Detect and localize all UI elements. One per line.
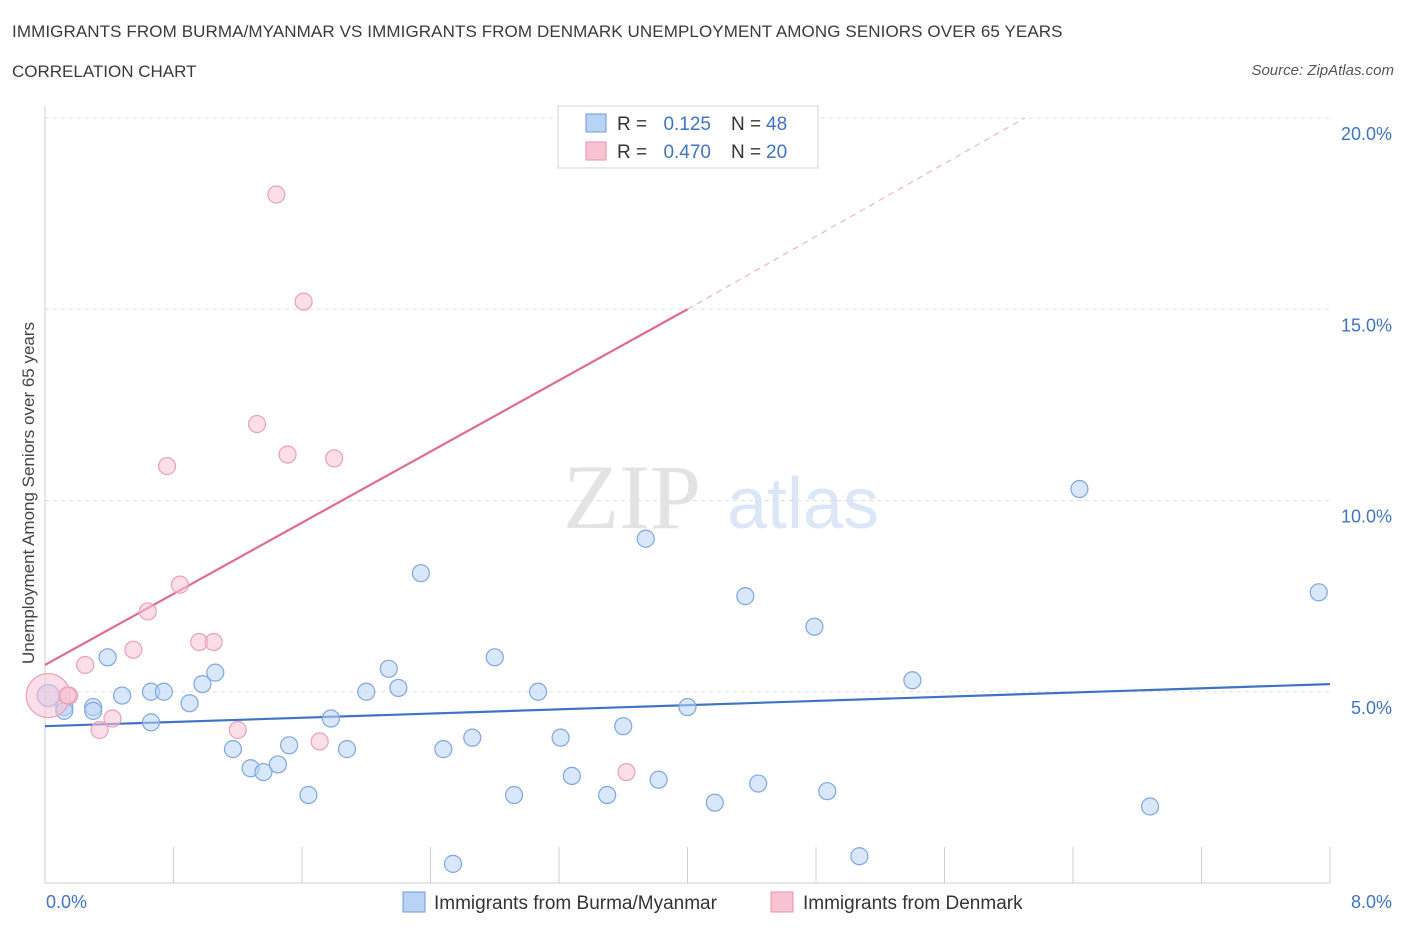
burma-point	[1309, 583, 1328, 602]
denmark-point	[124, 640, 143, 659]
burma-point	[649, 770, 668, 789]
burma-point	[206, 663, 225, 682]
burma-point	[299, 785, 318, 805]
burma-point	[485, 648, 504, 667]
burma-point	[389, 678, 408, 698]
burma-point	[903, 671, 922, 690]
series-legend: Immigrants from Burma/Myanmar Immigrants…	[402, 891, 1023, 914]
burma-point	[443, 854, 463, 873]
denmark-point	[247, 414, 267, 434]
stats-legend: R = 0.125 N = 48 R = 0.470 N = 20	[557, 105, 819, 169]
denmark-trend-extension	[687, 117, 1026, 310]
y-axis-label: Unemployment Among Seniors over 65 years	[19, 322, 38, 664]
x-tick-label: 0.0%	[46, 892, 87, 912]
burma-point	[254, 762, 273, 782]
burma-point	[818, 782, 837, 801]
denmark-point	[90, 720, 109, 740]
denmark-point	[204, 632, 223, 652]
burma-point	[84, 701, 103, 720]
chart-title: IMMIGRANTS FROM BURMA/MYANMAR VS IMMIGRA…	[12, 22, 1063, 41]
legend-n-label-2: N =	[731, 142, 761, 163]
legend-swatch-pink	[585, 141, 607, 161]
y-tick-label: 15.0%	[1341, 315, 1392, 335]
burma-point	[280, 736, 299, 755]
burma-point	[337, 740, 357, 759]
tick-labels: 5.0% 10.0% 15.0% 20.0% 0.0% 8.0%	[46, 124, 1392, 912]
grid-lines	[45, 117, 1330, 693]
legend-n-value-2: 20	[766, 142, 787, 163]
watermark-zip: ZIP	[563, 446, 701, 548]
denmark-point	[310, 732, 329, 751]
burma-point	[411, 564, 430, 583]
burma-point	[562, 766, 581, 786]
burma-point	[504, 785, 524, 805]
watermark-atlas: atlas	[727, 464, 879, 544]
legend-r-value-1: 0.125	[663, 114, 711, 135]
burma-point	[141, 713, 161, 732]
burma-point	[463, 728, 482, 747]
denmark-point	[103, 709, 122, 728]
burma-point	[551, 728, 570, 747]
denmark-point	[157, 456, 177, 476]
x-tick-label: 8.0%	[1351, 892, 1392, 912]
burma-point	[223, 740, 243, 759]
burma-point	[614, 717, 633, 736]
burma-point	[598, 785, 617, 805]
bottom-legend-label-2: Immigrants from Denmark	[803, 893, 1023, 914]
burma-point	[379, 659, 398, 678]
denmark-point	[58, 686, 77, 705]
y-tick-label: 5.0%	[1351, 698, 1392, 718]
burma-point	[805, 617, 824, 636]
burma-point	[193, 674, 212, 694]
burma-point	[434, 740, 453, 759]
denmark-point	[138, 602, 157, 621]
burma-point	[736, 587, 755, 606]
burma-point	[705, 793, 724, 812]
data-points	[25, 185, 1328, 873]
denmark-point	[267, 185, 286, 204]
burma-point	[678, 697, 697, 717]
denmark-point	[617, 762, 636, 782]
denmark-point	[76, 655, 95, 675]
burma-point	[154, 682, 173, 701]
denmark-point	[325, 449, 344, 468]
burma-point	[1070, 479, 1089, 499]
legend-r-label-2: R =	[617, 142, 647, 163]
burma-point	[321, 709, 341, 728]
axes	[44, 106, 1331, 884]
y-tick-label: 10.0%	[1341, 507, 1392, 527]
burma-point	[112, 686, 132, 705]
legend-r-value-2: 0.470	[663, 142, 711, 163]
legend-swatch-blue	[585, 113, 607, 133]
y-tick-label: 20.0%	[1341, 124, 1392, 144]
burma-point	[529, 682, 548, 701]
burma-point	[357, 682, 376, 701]
legend-n-label-1: N =	[731, 114, 761, 135]
legend-r-label-1: R =	[617, 114, 647, 135]
legend-n-value-1: 48	[766, 114, 787, 135]
denmark-point	[228, 720, 247, 740]
burma-point	[749, 774, 768, 793]
source-label: Source: ZipAtlas.com	[1251, 62, 1394, 79]
bottom-legend-swatch-blue	[402, 891, 426, 913]
denmark-point	[294, 292, 313, 311]
bottom-legend-swatch-pink	[770, 891, 794, 913]
burma-point	[98, 648, 117, 667]
denmark-point	[170, 575, 190, 594]
burma-point	[636, 529, 655, 548]
burma-point	[268, 755, 288, 774]
burma-point	[850, 847, 869, 866]
trend-lines	[44, 117, 1331, 728]
chart-subtitle: CORRELATION CHART	[12, 62, 197, 81]
burma-point	[1140, 797, 1160, 816]
bottom-legend-label-1: Immigrants from Burma/Myanmar	[434, 893, 718, 914]
burma-point	[180, 694, 199, 713]
denmark-point	[278, 445, 297, 464]
